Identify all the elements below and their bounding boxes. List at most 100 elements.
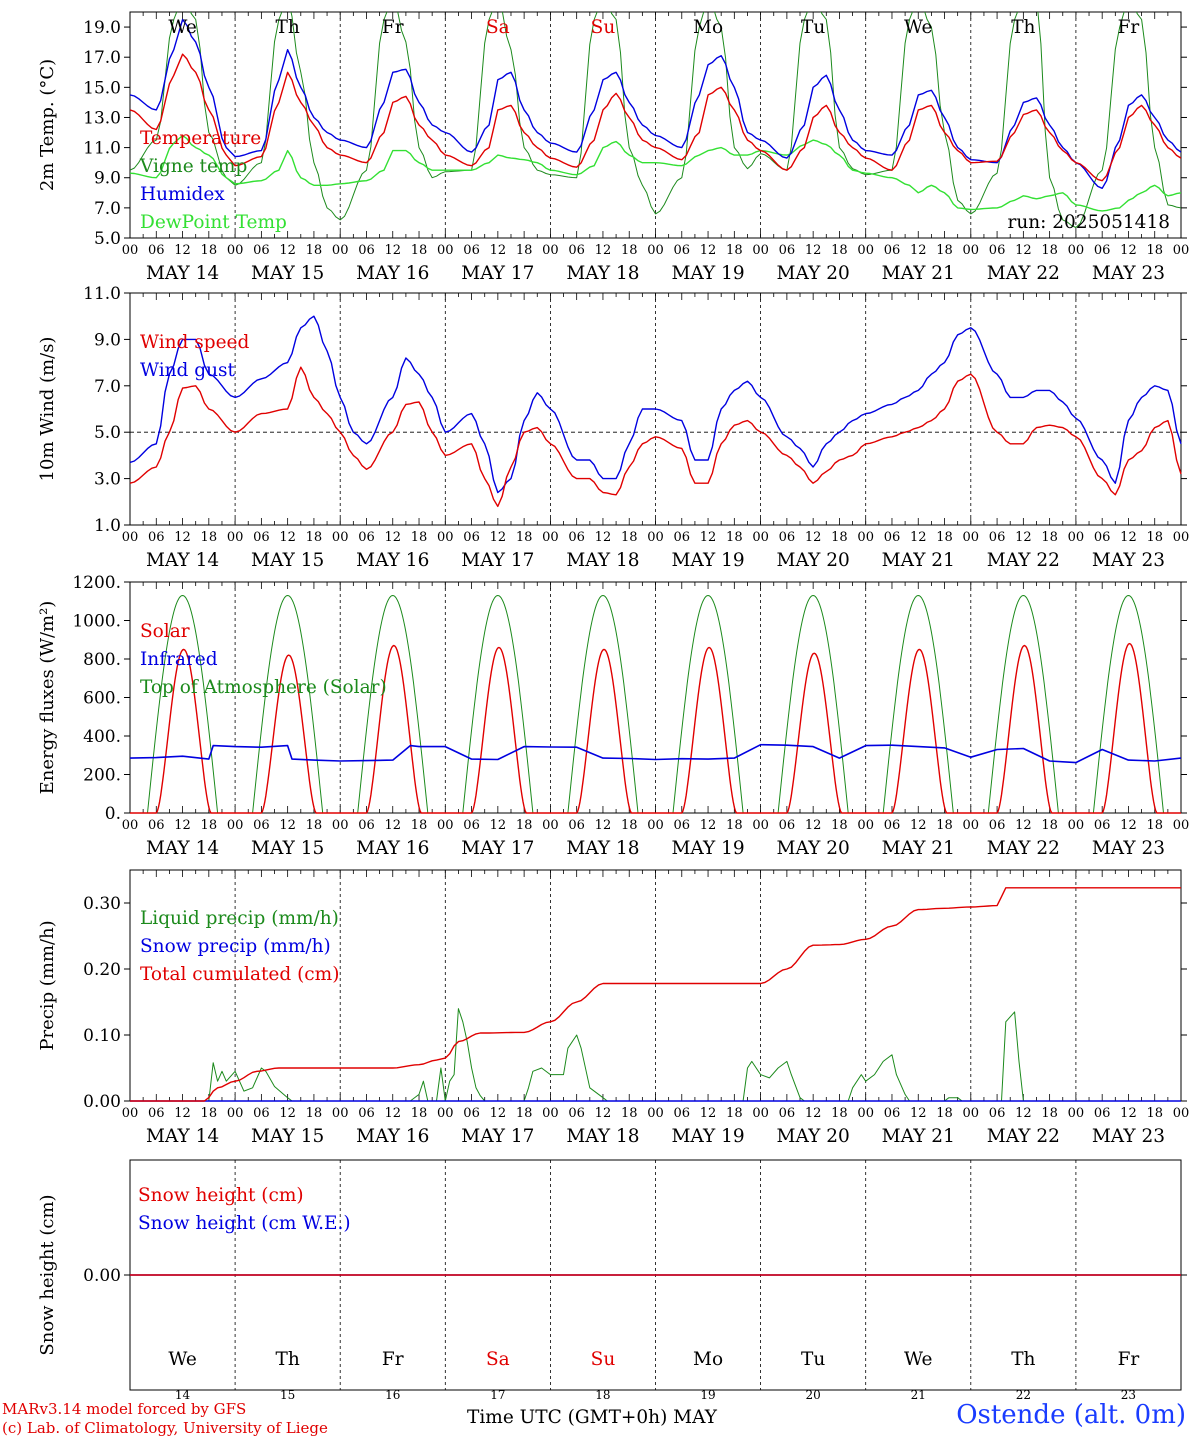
hour-tick-label: 18 xyxy=(516,1106,533,1121)
y-tick-label: 1.0 xyxy=(94,516,121,536)
day-number-label: 22 xyxy=(1016,1388,1031,1402)
hour-tick-label: 12 xyxy=(490,243,507,258)
hour-tick-label: 06 xyxy=(568,1106,585,1121)
date-label: MAY 17 xyxy=(461,838,534,859)
legend-entry: Temperature xyxy=(140,128,261,149)
date-label: MAY 20 xyxy=(777,263,850,284)
date-label: MAY 14 xyxy=(146,550,219,571)
weekday-label: Fr xyxy=(1118,17,1140,38)
hour-tick-label: 12 xyxy=(174,818,191,833)
legend-entry: Humidex xyxy=(140,184,225,205)
hour-tick-label: 00 xyxy=(1068,530,1085,545)
footer-copyright-line: (c) Lab. of Climatology, University of L… xyxy=(2,1419,328,1437)
legend-entry: Wind speed xyxy=(140,332,249,353)
hour-tick-label: 12 xyxy=(279,530,296,545)
legend-entry: DewPoint Temp xyxy=(140,212,287,233)
hour-tick-label: 12 xyxy=(1015,243,1032,258)
date-label: MAY 16 xyxy=(356,1126,429,1147)
hour-tick-label: 18 xyxy=(411,530,428,545)
weekday-label: Tu xyxy=(801,17,825,38)
hour-tick-label: 18 xyxy=(831,243,848,258)
hour-tick-label: 12 xyxy=(910,818,927,833)
hour-tick-label: 18 xyxy=(201,243,218,258)
hour-tick-label: 00 xyxy=(752,530,769,545)
y-tick-label: 15.0 xyxy=(83,78,121,98)
hour-tick-label: 18 xyxy=(1146,243,1163,258)
hour-tick-label: 18 xyxy=(306,1106,323,1121)
weekday-label: We xyxy=(904,17,933,38)
hour-tick-label: 12 xyxy=(174,530,191,545)
hour-tick-label: 18 xyxy=(1041,530,1058,545)
hour-tick-label: 00 xyxy=(122,1106,139,1121)
hour-tick-label: 00 xyxy=(857,530,874,545)
day-number-label: 21 xyxy=(911,1388,926,1402)
hour-tick-label: 00 xyxy=(437,243,454,258)
date-label: MAY 23 xyxy=(1092,838,1165,859)
hour-tick-label: 06 xyxy=(779,1106,796,1121)
hour-tick-label: 12 xyxy=(1015,1106,1032,1121)
hour-tick-label: 06 xyxy=(779,818,796,833)
legend-entry: Vigne temp xyxy=(139,156,247,177)
hour-tick-label: 12 xyxy=(384,243,401,258)
hour-tick-label: 06 xyxy=(148,1106,165,1121)
y-tick-label: 1200. xyxy=(72,573,121,593)
hour-tick-label: 12 xyxy=(595,243,612,258)
infrared-line xyxy=(129,743,1182,764)
weekday-label: We xyxy=(904,1349,933,1370)
y-tick-label: 1000. xyxy=(72,612,121,632)
date-label: MAY 15 xyxy=(251,838,324,859)
hour-tick-label: 06 xyxy=(463,1106,480,1121)
date-label: MAY 20 xyxy=(777,838,850,859)
weekday-label: Sa xyxy=(486,17,510,38)
hour-tick-label: 00 xyxy=(1068,1106,1085,1121)
hour-tick-label: 12 xyxy=(1120,1106,1137,1121)
hour-tick-label: 06 xyxy=(779,243,796,258)
hour-tick-label: 18 xyxy=(831,530,848,545)
hour-tick-label: 12 xyxy=(910,530,927,545)
hour-tick-label: 06 xyxy=(884,530,901,545)
date-label: MAY 15 xyxy=(251,263,324,284)
hour-tick-label: 12 xyxy=(174,243,191,258)
hour-tick-label: 06 xyxy=(674,530,691,545)
hour-tick-label: 18 xyxy=(831,1106,848,1121)
hour-tick-label: 06 xyxy=(463,243,480,258)
hour-tick-label: 18 xyxy=(726,1106,743,1121)
hour-tick-label: 06 xyxy=(463,818,480,833)
legend-entry: Wind gust xyxy=(140,360,235,381)
hour-tick-label: 06 xyxy=(253,243,270,258)
hour-tick-label: 18 xyxy=(621,818,638,833)
y-tick-label: 5.0 xyxy=(94,423,121,443)
date-label: MAY 16 xyxy=(356,838,429,859)
date-label: MAY 22 xyxy=(987,263,1060,284)
hour-tick-label: 18 xyxy=(306,243,323,258)
hour-tick-label: 12 xyxy=(384,530,401,545)
hour-tick-label: 06 xyxy=(989,818,1006,833)
hour-tick-label: 00 xyxy=(1173,530,1190,545)
hour-tick-label: 12 xyxy=(805,243,822,258)
day-number-label: 20 xyxy=(806,1388,821,1402)
legend-entry: Snow precip (mm/h) xyxy=(140,936,331,957)
day-number-label: 18 xyxy=(595,1388,610,1402)
precip-series-line xyxy=(130,1008,1181,1102)
weekday-label: Mo xyxy=(693,17,723,38)
legend-entry: Snow height (cm W.E.) xyxy=(138,1213,351,1234)
hour-tick-label: 06 xyxy=(568,818,585,833)
hour-tick-label: 00 xyxy=(857,818,874,833)
weekday-label: Th xyxy=(1011,1349,1035,1370)
hour-tick-label: 18 xyxy=(726,530,743,545)
hour-tick-label: 06 xyxy=(358,530,375,545)
hour-tick-label: 06 xyxy=(1094,530,1111,545)
hour-tick-label: 12 xyxy=(279,243,296,258)
hour-tick-label: 12 xyxy=(910,1106,927,1121)
hour-tick-label: 12 xyxy=(174,1106,191,1121)
hour-tick-label: 06 xyxy=(253,530,270,545)
hour-tick-label: 12 xyxy=(1120,243,1137,258)
hour-tick-label: 00 xyxy=(227,243,244,258)
hour-tick-label: 18 xyxy=(621,1106,638,1121)
hour-tick-label: 00 xyxy=(437,818,454,833)
hour-tick-label: 12 xyxy=(279,1106,296,1121)
hour-tick-label: 00 xyxy=(857,1106,874,1121)
y-tick-label: 0. xyxy=(105,804,121,824)
hour-tick-label: 12 xyxy=(490,530,507,545)
